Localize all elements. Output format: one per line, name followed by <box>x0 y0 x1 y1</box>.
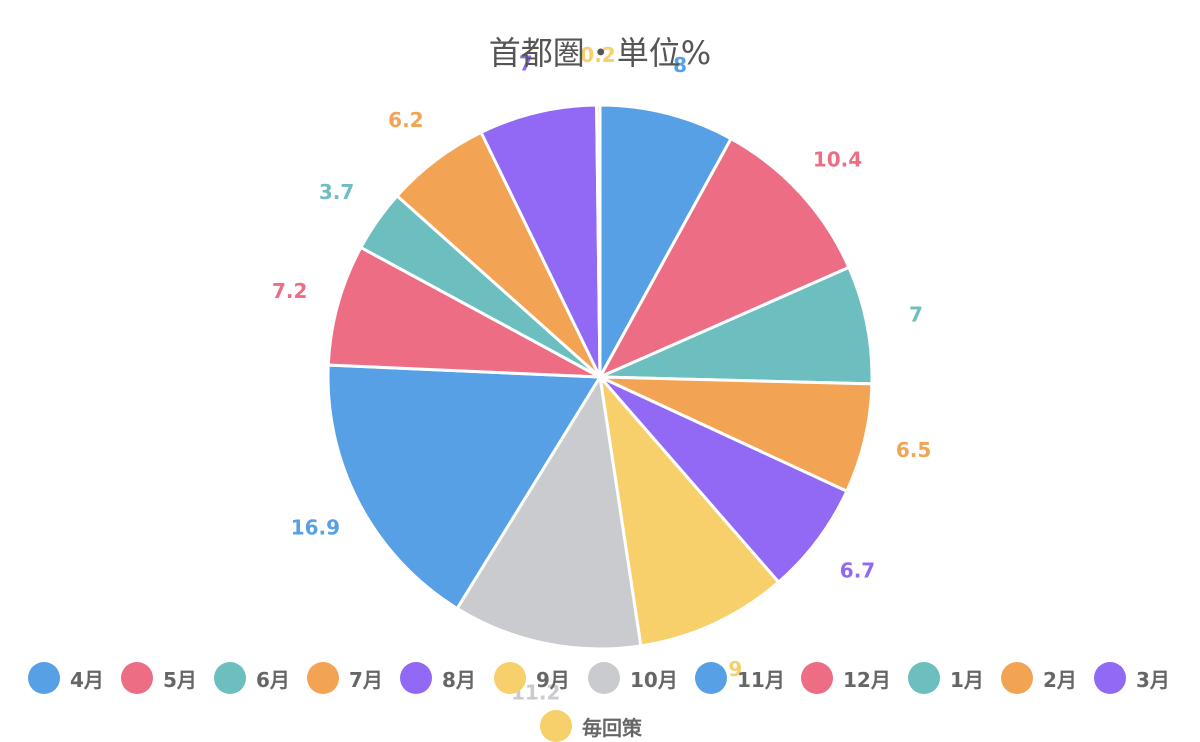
legend-item-3[interactable]: 6月 <box>214 662 290 694</box>
legend-item-9[interactable]: 12月 <box>801 662 891 694</box>
pie-value-label-9: 7.2 <box>272 279 307 303</box>
legend-label: 毎回策 <box>582 715 642 740</box>
pie-slice-3[interactable] <box>599 265 874 386</box>
legend-label: 3月 <box>1136 667 1170 692</box>
legend-label: 10月 <box>630 667 678 692</box>
pie-value-label-1: 8 <box>673 53 687 77</box>
legend-swatch <box>494 662 526 694</box>
legend-swatch <box>908 662 940 694</box>
legend-label: 9月 <box>536 667 570 692</box>
legend-label: 12月 <box>843 667 891 692</box>
pie-value-label-2: 10.4 <box>813 148 862 172</box>
legend: 4月 5月 6月 7月 8月 9月 10月 11月 12月 1月 2月 3月 <box>0 662 1200 704</box>
pie-slice-8[interactable] <box>326 363 603 611</box>
pie-slice-13[interactable] <box>595 103 602 378</box>
pie-value-label-13: 0.2 <box>580 43 615 67</box>
pie-value-label-5: 6.7 <box>840 558 875 582</box>
pie-slice-9[interactable] <box>326 245 601 379</box>
legend-item-1[interactable]: 4月 <box>28 662 104 694</box>
legend-swatch <box>28 662 60 694</box>
pie-value-label-12: 7 <box>519 52 533 76</box>
legend-item-13[interactable]: 毎回策 <box>540 710 642 742</box>
legend-item-4[interactable]: 7月 <box>307 662 383 694</box>
legend-label: 11月 <box>737 667 785 692</box>
legend-item-10[interactable]: 1月 <box>908 662 984 694</box>
pie-slice-5[interactable] <box>598 375 849 585</box>
legend-item-12[interactable]: 3月 <box>1094 662 1170 694</box>
legend-swatch <box>1001 662 1033 694</box>
legend-swatch <box>801 662 833 694</box>
legend-item-7[interactable]: 10月 <box>588 662 678 694</box>
legend-swatch <box>307 662 339 694</box>
legend-label: 1月 <box>950 667 984 692</box>
pie-slice-6[interactable] <box>597 372 781 648</box>
legend-item-overflow[interactable]: 毎回策 <box>540 710 642 742</box>
legend-swatch <box>400 662 432 694</box>
pie-slices <box>326 103 874 651</box>
pie-slice-4[interactable] <box>599 375 874 494</box>
legend-item-11[interactable]: 2月 <box>1001 662 1077 694</box>
legend-swatch <box>540 710 572 742</box>
legend-label: 4月 <box>70 667 104 692</box>
legend-label: 6月 <box>256 667 290 692</box>
legend-item-6[interactable]: 9月 <box>494 662 570 694</box>
pie-value-label-3: 7 <box>909 303 923 327</box>
pie-slice-2[interactable] <box>596 136 851 381</box>
pie-value-label-4: 6.5 <box>896 438 931 462</box>
legend-label: 2月 <box>1043 667 1077 692</box>
legend-label: 8月 <box>442 667 476 692</box>
legend-item-8[interactable]: 11月 <box>695 662 785 694</box>
legend-swatch <box>588 662 620 694</box>
pie-value-label-11: 6.2 <box>388 108 423 132</box>
pie-value-label-8: 16.9 <box>291 516 340 540</box>
pie-value-label-10: 3.7 <box>319 180 354 204</box>
legend-item-5[interactable]: 8月 <box>400 662 476 694</box>
legend-swatch <box>1094 662 1126 694</box>
legend-swatch <box>121 662 153 694</box>
pie-slice-12[interactable] <box>479 103 602 378</box>
legend-label: 5月 <box>163 667 197 692</box>
pie-slice-7[interactable] <box>455 372 643 651</box>
pie-value-label-6: 9 <box>728 657 742 681</box>
pie-slice-1[interactable] <box>598 103 734 378</box>
legend-swatch <box>695 662 727 694</box>
legend-item-2[interactable]: 5月 <box>121 662 197 694</box>
legend-label: 7月 <box>349 667 383 692</box>
chart-subtitle: 首都圏・単位% <box>488 34 712 72</box>
legend-swatch <box>214 662 246 694</box>
